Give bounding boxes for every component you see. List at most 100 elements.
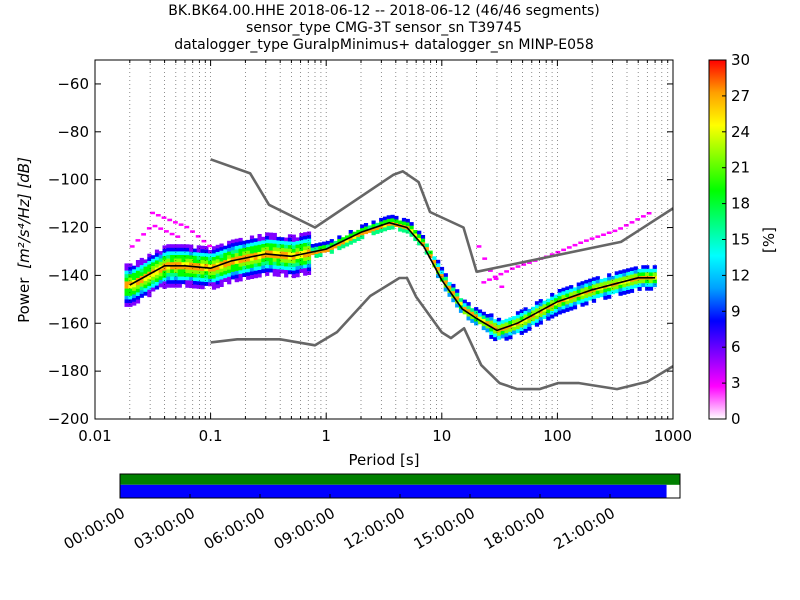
heatmap-outlier: [190, 230, 195, 233]
heatmap-cell: [603, 281, 608, 286]
heatmap-cell: [607, 287, 612, 292]
heatmap-cell: [561, 309, 566, 314]
heatmap-cell: [303, 250, 308, 255]
heatmap-cell: [546, 316, 551, 321]
heatmap-cell: [276, 262, 281, 266]
heatmap-cell: [128, 267, 133, 271]
heatmap-cell: [496, 332, 502, 337]
heatmap-cell: [329, 239, 334, 243]
heatmap-cell: [493, 330, 498, 334]
heatmap-cell: [242, 255, 247, 259]
heatmap-outlier: [504, 270, 509, 273]
heatmap-cell: [139, 283, 144, 287]
heatmap-outlier: [601, 233, 606, 236]
heatmap-cell: [268, 247, 274, 251]
heatmap-cell: [261, 258, 266, 263]
heatmap-cell: [238, 248, 243, 253]
heatmap-cell: [417, 237, 422, 242]
heatmap-cell: [257, 248, 262, 253]
heatmap-cell: [337, 246, 342, 251]
heatmap-cell: [181, 244, 186, 249]
heatmap-cell: [166, 251, 171, 256]
heatmap-cell: [215, 259, 220, 264]
heatmap-cell: [390, 225, 395, 230]
heatmap-cell: [557, 292, 562, 297]
heatmap-cell: [531, 310, 536, 315]
heatmap-cell: [542, 300, 547, 305]
heatmap-cell: [557, 303, 562, 308]
heatmap-cell: [618, 273, 623, 278]
heatmap-cell: [261, 251, 266, 256]
heatmap-cell: [234, 249, 239, 254]
heatmap-cell: [386, 222, 391, 227]
chart-title-line-1: BK.BK64.00.HHE 2018-06-12 -- 2018-06-12 …: [168, 3, 600, 19]
heatmap-cell: [272, 232, 277, 237]
heatmap-cell: [481, 319, 486, 323]
heatmap-cell: [557, 307, 562, 311]
heatmap-cell: [299, 258, 304, 263]
heatmap-cell: [576, 296, 581, 301]
heatmap-cell: [200, 270, 205, 275]
heatmap-cell: [569, 306, 574, 311]
heatmap-outlier: [623, 224, 629, 227]
segment-coverage-bar: 00:00:00 03:00:00 06:00:00 09:00:00 12:00:00…: [61, 473, 681, 553]
heatmap-outlier: [207, 244, 212, 248]
heatmap-cell: [234, 263, 239, 268]
heatmap-cell: [477, 309, 483, 314]
heatmap-cell: [561, 294, 566, 299]
heatmap-cell: [633, 280, 638, 285]
heatmap-cell: [306, 231, 312, 236]
heatmap-cell: [561, 305, 566, 310]
heatmap-cell: [185, 280, 190, 285]
heatmap-cell: [151, 287, 156, 292]
heatmap-cell: [512, 323, 517, 328]
heatmap-cell: [272, 254, 277, 259]
heatmap-cell: [139, 261, 144, 266]
heatmap-cell: [466, 309, 471, 314]
heatmap-cell: [325, 240, 331, 245]
heatmap-cell: [128, 274, 133, 279]
x-axis: 0.01 0.1 1 10 100 1000: [78, 60, 692, 445]
heatmap-cell: [508, 335, 513, 340]
heatmap-cell: [230, 246, 236, 251]
heatmap-cell: [139, 265, 144, 269]
heatmap-cell: [291, 263, 296, 268]
heatmap-cell: [162, 281, 167, 286]
colorbar-tick-label: 3: [731, 374, 741, 392]
heatmap-cell: [128, 281, 133, 286]
heatmap-cell: [595, 279, 600, 284]
heatmap-cell: [272, 240, 277, 244]
heatmap-cell: [189, 273, 194, 278]
heatmap-cell: [569, 292, 574, 297]
heatmap-cell: [652, 272, 657, 277]
heatmap-cell: [538, 320, 543, 325]
heatmap-cell: [177, 258, 182, 263]
heatmap-cell: [306, 260, 312, 265]
heatmap-cell: [500, 323, 505, 328]
heatmap-cell: [204, 256, 209, 261]
heatmap-cell: [227, 269, 232, 274]
heatmap-cell: [139, 279, 144, 284]
heatmap-cell: [265, 268, 270, 273]
heatmap-cell: [177, 247, 182, 252]
heatmap-cell: [147, 275, 152, 280]
heatmap-cell: [645, 283, 650, 288]
heatmap-cell: [618, 270, 623, 275]
heatmap-cell: [523, 307, 528, 312]
heatmap-cell: [572, 287, 578, 292]
heatmap-cell: [626, 282, 631, 287]
heatmap-cell: [291, 245, 296, 250]
heatmap-outlier: [589, 237, 595, 240]
heatmap-cell: [280, 258, 285, 263]
heatmap-cell: [215, 270, 220, 274]
heatmap-cell: [257, 266, 262, 271]
heatmap-cell: [265, 264, 270, 269]
heatmap-cell: [496, 321, 502, 326]
heatmap-cell: [470, 319, 475, 323]
heatmap-cell: [196, 266, 201, 271]
heatmap-cell: [557, 289, 562, 293]
heatmap-cell: [223, 256, 228, 261]
heatmap-cell: [637, 287, 642, 291]
heatmap-cell: [280, 244, 285, 249]
heatmap-cell: [527, 326, 532, 331]
